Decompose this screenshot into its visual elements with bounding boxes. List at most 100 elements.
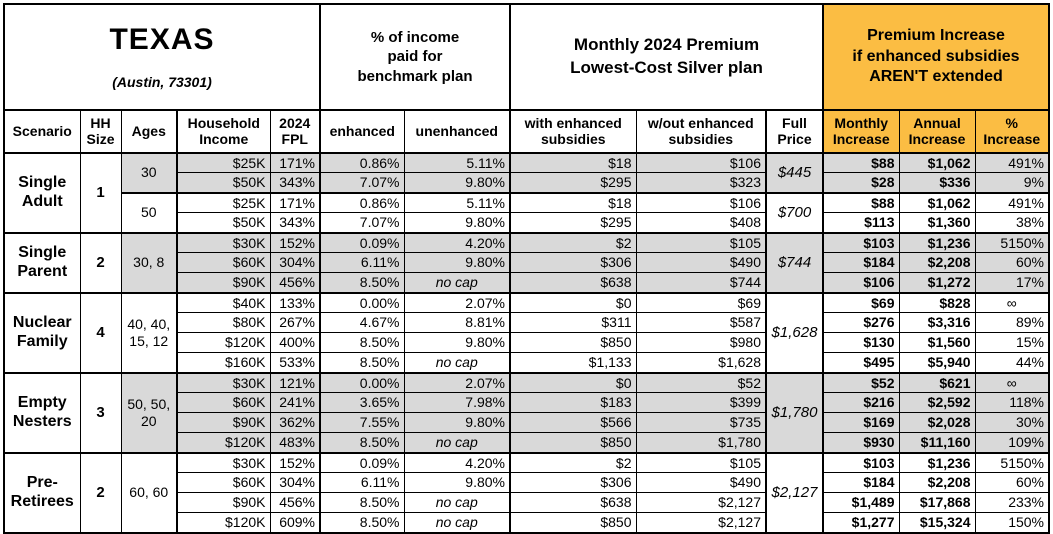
cell-income: $90K bbox=[176, 412, 271, 434]
cell-enhanced: 0.86% bbox=[319, 151, 405, 174]
cell-pct-increase: 15% bbox=[974, 332, 1050, 354]
cell-annual-increase: $2,208 bbox=[898, 472, 976, 494]
cell-pct-increase: 491% bbox=[974, 191, 1050, 214]
cell-income: $50K bbox=[176, 172, 271, 194]
cell-scenario: Pre-Retirees bbox=[3, 451, 81, 534]
table-row: Single Parent 2 30, 8 $30K 152% 0.09% 4.20% $2 $… bbox=[3, 231, 1050, 294]
cell-with-subsidies: $638 bbox=[509, 492, 637, 514]
cell-without-subsidies: $106 bbox=[635, 191, 767, 214]
cell-ages: 30, 8 bbox=[120, 231, 178, 294]
col-header-ages: Ages bbox=[120, 109, 178, 154]
cell-income: $120K bbox=[176, 432, 271, 454]
cell-enhanced: 0.00% bbox=[319, 371, 405, 394]
cell-monthly-increase: $216 bbox=[822, 392, 900, 414]
cell-fpl: 152% bbox=[269, 451, 321, 474]
cell-unenhanced: 8.81% bbox=[403, 312, 511, 334]
cell-annual-increase: $1,560 bbox=[898, 332, 976, 354]
cell-unenhanced: 4.20% bbox=[403, 231, 511, 254]
cell-pct-increase: ∞ bbox=[974, 371, 1050, 394]
cell-with-subsidies: $850 bbox=[509, 332, 637, 354]
cell-annual-increase: $17,868 bbox=[898, 492, 976, 514]
state-name: TEXAS bbox=[109, 23, 215, 56]
cell-without-subsidies: $2,127 bbox=[635, 512, 767, 534]
cell-enhanced: 0.09% bbox=[319, 451, 405, 474]
cell-annual-increase: $828 bbox=[898, 291, 976, 314]
cell-unenhanced: 9.80% bbox=[403, 252, 511, 274]
cell-unenhanced: 9.80% bbox=[403, 472, 511, 494]
cell-hh-size: 4 bbox=[79, 291, 122, 374]
cell-income: $160K bbox=[176, 352, 271, 374]
cell-monthly-increase: $1,277 bbox=[822, 512, 900, 534]
cell-income: $60K bbox=[176, 392, 271, 414]
cell-with-subsidies: $850 bbox=[509, 512, 637, 534]
col-header-scenario: Scenario bbox=[3, 109, 81, 154]
cell-without-subsidies: $735 bbox=[635, 412, 767, 434]
state-title-cell: TEXAS (Austin, 73301) bbox=[3, 3, 321, 111]
cell-with-subsidies: $566 bbox=[509, 412, 637, 434]
cell-monthly-increase: $113 bbox=[822, 212, 900, 234]
cell-with-subsidies: $1,133 bbox=[509, 352, 637, 374]
cell-income: $25K bbox=[176, 151, 271, 174]
cell-pct-increase: 5150% bbox=[974, 451, 1050, 474]
table-row: $60K 241% 3.65% 7.98% $183 $399 $216 $2,592 118% bbox=[4, 392, 1050, 414]
cell-monthly-increase: $1,489 bbox=[822, 492, 900, 514]
cell-unenhanced: 5.11% bbox=[403, 191, 511, 214]
cell-unenhanced: no cap bbox=[403, 512, 511, 534]
cell-unenhanced: 9.80% bbox=[403, 332, 511, 354]
table-row: $90K 362% 7.55% 9.80% $566 $735 $169 $2,028 30% bbox=[4, 412, 1050, 434]
cell-annual-increase: $11,160 bbox=[898, 432, 976, 454]
cell-fpl: 133% bbox=[269, 291, 321, 314]
cell-income: $30K bbox=[176, 451, 271, 474]
cell-income: $60K bbox=[176, 252, 271, 274]
cell-ages: 60, 60 bbox=[120, 451, 178, 534]
cell-scenario: Empty Nesters bbox=[3, 371, 81, 454]
cell-enhanced: 8.50% bbox=[319, 492, 405, 514]
cell-enhanced: 7.07% bbox=[319, 172, 405, 194]
table-body: Single Adult 1 30 $25K 171% 0.86% 5.11% $18 $106… bbox=[3, 151, 1050, 534]
cell-full-price: $700 bbox=[765, 191, 824, 234]
cell-monthly-increase: $88 bbox=[822, 191, 900, 214]
cell-monthly-increase: $169 bbox=[822, 412, 900, 434]
cell-pct-increase: 109% bbox=[974, 432, 1050, 454]
cell-enhanced: 8.50% bbox=[319, 512, 405, 534]
cell-unenhanced: 9.80% bbox=[403, 172, 511, 194]
cell-income: $90K bbox=[176, 272, 271, 294]
cell-monthly-increase: $103 bbox=[822, 451, 900, 474]
cell-hh-size: 2 bbox=[79, 231, 122, 294]
cell-enhanced: 8.50% bbox=[319, 332, 405, 354]
cell-monthly-increase: $69 bbox=[822, 291, 900, 314]
cell-pct-increase: 9% bbox=[974, 172, 1050, 194]
cell-monthly-increase: $184 bbox=[822, 472, 900, 494]
cell-hh-size: 3 bbox=[79, 371, 122, 454]
col-header-unenhanced: unenhanced bbox=[403, 109, 511, 154]
col-header-household-income: Household Income bbox=[176, 109, 271, 154]
cell-monthly-increase: $276 bbox=[822, 312, 900, 334]
cell-annual-increase: $1,062 bbox=[898, 191, 976, 214]
cell-with-subsidies: $0 bbox=[509, 371, 637, 394]
cell-with-subsidies: $311 bbox=[509, 312, 637, 334]
cell-enhanced: 7.55% bbox=[319, 412, 405, 434]
cell-enhanced: 8.50% bbox=[319, 352, 405, 374]
cell-pct-increase: 30% bbox=[974, 412, 1050, 434]
cell-income: $40K bbox=[176, 291, 271, 314]
cell-annual-increase: $336 bbox=[898, 172, 976, 194]
table-row: 50 $25K 171% 0.86% 5.11% $18 $106 $700 $88 $1,062… bbox=[4, 191, 1050, 234]
cell-without-subsidies: $323 bbox=[635, 172, 767, 194]
cell-income: $30K bbox=[176, 371, 271, 394]
cell-unenhanced: 4.20% bbox=[403, 451, 511, 474]
cell-scenario: Nuclear Family bbox=[3, 291, 81, 374]
col-header-monthly-increase: Monthly Increase bbox=[822, 109, 900, 154]
income-pct-group-header: % of income paid for benchmark plan bbox=[319, 3, 511, 111]
cell-unenhanced: 2.07% bbox=[403, 291, 511, 314]
cell-pct-increase: 89% bbox=[974, 312, 1050, 334]
cell-fpl: 456% bbox=[269, 492, 321, 514]
cell-monthly-increase: $495 bbox=[822, 352, 900, 374]
premium-group-header: Monthly 2024 Premium Lowest-Cost Silver … bbox=[509, 3, 824, 111]
cell-income: $80K bbox=[176, 312, 271, 334]
cell-with-subsidies: $18 bbox=[509, 191, 637, 214]
table-row: $60K 304% 6.11% 9.80% $306 $490 $184 $2,208 60% bbox=[4, 252, 1050, 274]
cell-without-subsidies: $106 bbox=[635, 151, 767, 174]
cell-pct-increase: 150% bbox=[974, 512, 1050, 534]
state-location: (Austin, 73301) bbox=[112, 74, 212, 90]
cell-annual-increase: $621 bbox=[898, 371, 976, 394]
